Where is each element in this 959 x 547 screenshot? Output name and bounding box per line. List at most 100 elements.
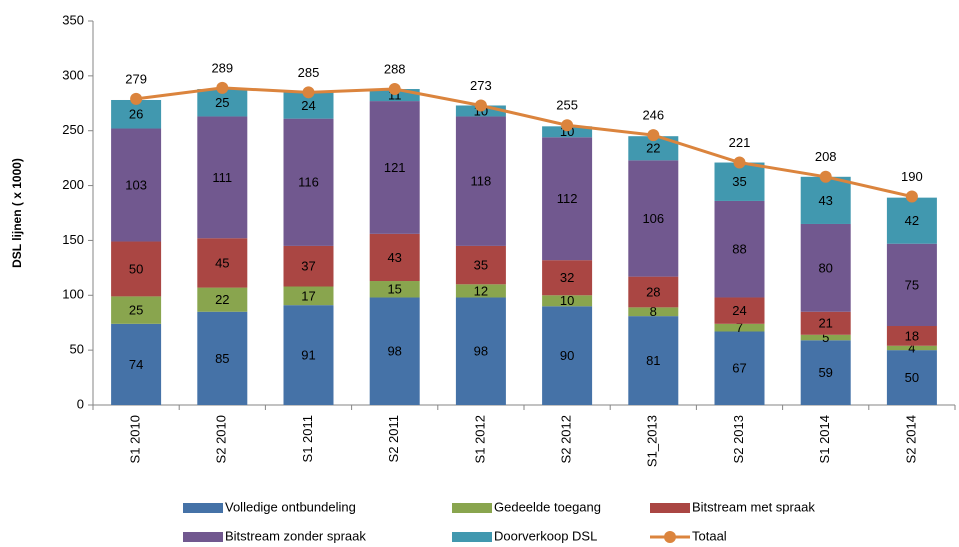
legend-swatch bbox=[452, 532, 492, 542]
y-tick-label: 0 bbox=[77, 396, 84, 411]
data-label: 25 bbox=[129, 303, 143, 318]
data-label: 7 bbox=[736, 320, 743, 335]
bar-segment bbox=[542, 295, 593, 307]
legend-swatch bbox=[664, 531, 676, 543]
bar-segment bbox=[369, 297, 420, 405]
y-axis-title: DSL lijnen ( x 1000) bbox=[10, 158, 24, 268]
data-label: 37 bbox=[301, 259, 315, 274]
x-tick-label: S2 2014 bbox=[903, 415, 918, 463]
bar-segment bbox=[283, 118, 334, 246]
data-label: 50 bbox=[905, 370, 919, 385]
x-tick-label: S2 2011 bbox=[386, 415, 401, 462]
bar-segment bbox=[369, 281, 420, 298]
bar-segment bbox=[542, 306, 593, 405]
data-label: 88 bbox=[732, 242, 746, 257]
total-label: 289 bbox=[211, 60, 233, 75]
data-label: 74 bbox=[129, 357, 143, 372]
bar-segment bbox=[197, 238, 248, 288]
y-tick-label: 150 bbox=[62, 232, 84, 247]
bar-segment bbox=[455, 284, 506, 298]
y-tick-label: 50 bbox=[70, 342, 84, 357]
bar-segment bbox=[886, 350, 937, 405]
data-label: 35 bbox=[474, 258, 488, 273]
data-label: 4 bbox=[908, 340, 915, 355]
bar-segment bbox=[714, 323, 765, 332]
y-tick-label: 300 bbox=[62, 67, 84, 82]
data-label: 45 bbox=[215, 255, 229, 270]
data-label: 12 bbox=[474, 283, 488, 298]
x-tick-label: S1 2012 bbox=[472, 415, 487, 463]
x-tick-label: S1 2014 bbox=[817, 415, 832, 463]
legend-swatch bbox=[183, 532, 223, 542]
legend-label: Doorverkoop DSL bbox=[494, 528, 597, 543]
bar-segment bbox=[455, 297, 506, 405]
data-label: 43 bbox=[818, 193, 832, 208]
bar-segment bbox=[542, 126, 593, 138]
data-label: 112 bbox=[557, 191, 578, 206]
bar-segment bbox=[800, 311, 851, 335]
y-tick-label: 250 bbox=[62, 122, 84, 137]
bar-segment bbox=[197, 116, 248, 239]
data-label: 26 bbox=[129, 107, 143, 122]
data-label: 17 bbox=[301, 288, 315, 303]
total-label: 190 bbox=[901, 169, 923, 184]
bar-segment bbox=[714, 200, 765, 298]
total-label: 208 bbox=[815, 149, 837, 164]
data-label: 5 bbox=[822, 330, 829, 345]
total-marker bbox=[302, 86, 315, 99]
data-label: 103 bbox=[125, 177, 147, 192]
bar-segment bbox=[886, 243, 937, 327]
bar-segment bbox=[111, 296, 162, 324]
total-label: 221 bbox=[729, 135, 751, 150]
data-label: 18 bbox=[905, 328, 919, 343]
data-label: 43 bbox=[387, 250, 401, 265]
y-tick-label: 100 bbox=[62, 287, 84, 302]
bar-segment bbox=[197, 311, 248, 405]
data-label: 111 bbox=[212, 170, 232, 185]
bar-segment bbox=[800, 334, 851, 341]
total-marker bbox=[130, 92, 143, 105]
data-label: 98 bbox=[387, 344, 401, 359]
data-label: 98 bbox=[474, 344, 488, 359]
data-label: 21 bbox=[818, 316, 832, 331]
legend-swatch bbox=[183, 503, 223, 513]
legend-label: Bitstream met spraak bbox=[692, 499, 815, 514]
data-label: 35 bbox=[732, 174, 746, 189]
bar-segment bbox=[111, 241, 162, 297]
total-label: 288 bbox=[384, 61, 406, 76]
bar-segment bbox=[628, 276, 679, 308]
x-tick-label: S2 2012 bbox=[559, 415, 574, 463]
y-tick-label: 200 bbox=[62, 177, 84, 192]
data-label: 116 bbox=[298, 175, 319, 190]
bar-segment bbox=[886, 326, 937, 346]
y-tick-label: 350 bbox=[62, 12, 84, 27]
data-label: 81 bbox=[646, 353, 660, 368]
data-label: 67 bbox=[732, 361, 746, 376]
data-label: 22 bbox=[646, 141, 660, 156]
bar-segment bbox=[800, 176, 851, 224]
bar-segment bbox=[886, 345, 937, 351]
x-tick-label: S1 2011 bbox=[300, 415, 315, 462]
x-tick-label: S2 2013 bbox=[731, 415, 746, 463]
legend-swatch bbox=[452, 503, 492, 513]
data-label: 42 bbox=[905, 213, 919, 228]
data-label: 24 bbox=[301, 98, 315, 113]
total-marker bbox=[561, 119, 574, 132]
total-marker bbox=[819, 170, 832, 183]
total-label: 273 bbox=[470, 78, 492, 93]
total-marker bbox=[216, 81, 229, 94]
bar-segment bbox=[800, 340, 851, 405]
data-label: 8 bbox=[650, 304, 657, 319]
total-marker bbox=[647, 129, 660, 142]
data-label: 85 bbox=[215, 351, 229, 366]
bar-segment bbox=[283, 245, 334, 287]
bar-segment bbox=[542, 137, 593, 261]
total-marker bbox=[733, 156, 746, 169]
bar-segment bbox=[111, 323, 162, 405]
bar-segment bbox=[283, 286, 334, 306]
bar-segment bbox=[714, 331, 765, 405]
legend-swatch bbox=[650, 503, 690, 513]
bar-segment bbox=[714, 162, 765, 201]
